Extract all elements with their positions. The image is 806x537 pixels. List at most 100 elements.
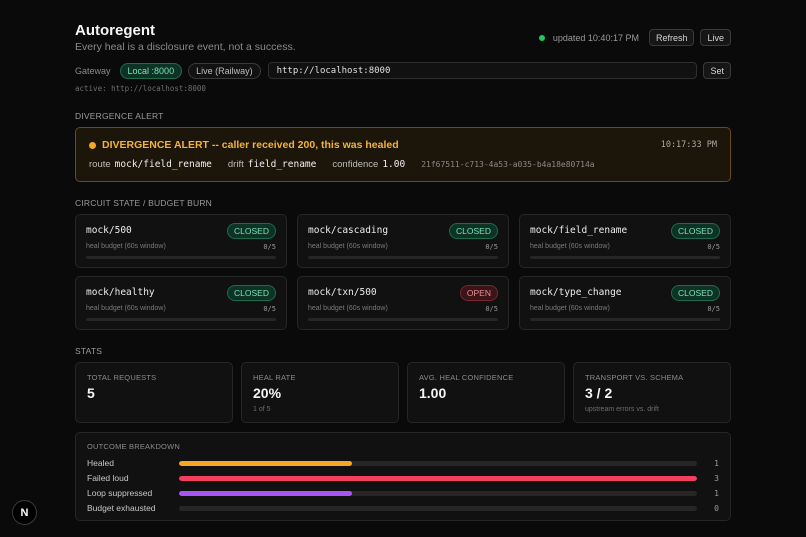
budget-label: heal budget (60s window): [86, 243, 166, 250]
circuit-status-badge: CLOSED: [227, 223, 276, 239]
circuit-status-badge: CLOSED: [449, 223, 498, 239]
stat-card-total-requests: TOTAL REQUESTS 5: [75, 362, 233, 423]
circuit-route-name: mock/field_rename: [530, 225, 628, 236]
stat-card-avg-confidence: AVG. HEAL CONFIDENCE 1.00: [407, 362, 565, 423]
stat-card-heal-rate: HEAL RATE 20% 1 of 5: [241, 362, 399, 423]
live-button[interactable]: Live: [700, 29, 731, 46]
outcome-row-label: Budget exhausted: [87, 503, 156, 513]
refresh-button[interactable]: Refresh: [648, 29, 695, 46]
outcome-track: [179, 460, 697, 466]
stat-sub: upstream errors vs. drift: [585, 406, 659, 413]
outcome-row-label: Loop suppressed: [87, 488, 153, 498]
outcome-track: [179, 505, 697, 511]
budget-label: heal budget (60s window): [530, 243, 610, 250]
budget-bar: [308, 256, 498, 259]
nextjs-logo-icon[interactable]: N: [12, 500, 37, 525]
stats-section-label: STATS: [75, 346, 103, 356]
outcome-row-failed-loud: Failed loud 3: [87, 472, 719, 484]
outcome-count: 1: [714, 458, 719, 468]
outcome-track: [179, 490, 697, 496]
budget-count: 0/5: [707, 305, 720, 313]
outcome-row-budget-exhausted: Budget exhausted 0: [87, 502, 719, 514]
budget-label: heal budget (60s window): [530, 305, 610, 312]
circuit-card: mock/healthy CLOSED heal budget (60s win…: [75, 276, 287, 330]
confidence-key: confidence: [332, 159, 379, 170]
circuit-route-name: mock/txn/500: [308, 287, 377, 298]
gateway-option-local[interactable]: Local :8000: [119, 62, 183, 79]
budget-bar: [86, 318, 276, 321]
gateway-row: Gateway Local :8000 Live (Railway) http:…: [75, 62, 731, 79]
stat-label: TRANSPORT VS. SCHEMA: [585, 373, 684, 382]
page-subtitle: Every heal is a disclosure event, not a …: [75, 41, 296, 53]
stat-label: HEAL RATE: [253, 373, 296, 382]
outcome-row-loop-suppressed: Loop suppressed 1: [87, 487, 719, 499]
alert-dot-icon: [89, 142, 96, 149]
budget-bar: [308, 318, 498, 321]
gateway-label: Gateway: [75, 65, 111, 76]
stat-value: 1.00: [419, 385, 447, 401]
circuit-card: mock/txn/500 OPEN heal budget (60s windo…: [297, 276, 509, 330]
route-value: mock/field_rename: [114, 159, 212, 170]
circuit-card: mock/type_change CLOSED heal budget (60s…: [519, 276, 731, 330]
outcome-fill: [179, 490, 352, 496]
stat-label: TOTAL REQUESTS: [87, 373, 157, 382]
budget-bar: [530, 318, 720, 321]
circuit-route-name: mock/type_change: [530, 287, 622, 298]
budget-count: 0/5: [485, 243, 498, 251]
drift-value: field_rename: [247, 159, 317, 170]
outcome-label: OUTCOME BREAKDOWN: [87, 442, 180, 451]
circuit-card: mock/500 CLOSED heal budget (60s window)…: [75, 214, 287, 268]
outcome-breakdown: OUTCOME BREAKDOWN Healed 1 Failed loud 3…: [75, 432, 731, 521]
circuit-section-label: CIRCUIT STATE / BUDGET BURN: [75, 198, 213, 208]
active-gateway-text: active: http://localhost:8000: [75, 84, 206, 93]
circuit-status-badge: CLOSED: [671, 223, 720, 239]
stat-value: 3 / 2: [585, 385, 613, 401]
budget-bar: [530, 256, 720, 259]
divergence-alert: DIVERGENCE ALERT -- caller received 200,…: [75, 127, 731, 182]
gateway-option-live[interactable]: Live (Railway): [188, 62, 261, 79]
route-key: route: [89, 159, 111, 170]
page-title: Autoregent: [75, 22, 155, 39]
circuit-cards: mock/500 CLOSED heal budget (60s window)…: [75, 214, 731, 330]
outcome-count: 3: [714, 473, 719, 483]
budget-count: 0/5: [263, 305, 276, 313]
budget-bar: [86, 256, 276, 259]
alert-id: 21f67511-c713-4a53-a035-b4a18e80714a: [421, 160, 595, 169]
live-status-dot-icon: [538, 34, 545, 41]
stat-label: AVG. HEAL CONFIDENCE: [419, 373, 514, 382]
outcome-count: 1: [714, 488, 719, 498]
circuit-route-name: mock/cascading: [308, 225, 389, 236]
circuit-card: mock/cascading CLOSED heal budget (60s w…: [297, 214, 509, 268]
outcome-track: [179, 475, 697, 481]
budget-label: heal budget (60s window): [86, 305, 166, 312]
stats-grid: TOTAL REQUESTS 5 HEAL RATE 20% 1 of 5 AV…: [75, 362, 731, 423]
outcome-row-label: Healed: [87, 458, 114, 468]
divergence-section-label: DIVERGENCE ALERT: [75, 111, 164, 121]
circuit-card: mock/field_rename CLOSED heal budget (60…: [519, 214, 731, 268]
budget-count: 0/5: [707, 243, 720, 251]
set-gateway-button[interactable]: Set: [703, 62, 731, 79]
drift-key: drift: [227, 159, 244, 170]
alert-time: 10:17:33 PM: [660, 140, 717, 150]
stat-sub: 1 of 5: [253, 406, 271, 413]
header-controls: updated 10:40:17 PM Refresh Live: [538, 29, 731, 46]
alert-title: DIVERGENCE ALERT -- caller received 200,…: [102, 139, 399, 151]
outcome-fill: [179, 460, 352, 466]
alert-meta: route mock/field_rename drift field_rena…: [89, 159, 595, 170]
circuit-status-badge: CLOSED: [227, 285, 276, 301]
confidence-value: 1.00: [382, 159, 406, 170]
circuit-route-name: mock/500: [86, 225, 132, 236]
stat-card-transport-vs-schema: TRANSPORT VS. SCHEMA 3 / 2 upstream erro…: [573, 362, 731, 423]
budget-count: 0/5: [263, 243, 276, 251]
budget-label: heal budget (60s window): [308, 305, 388, 312]
circuit-route-name: mock/healthy: [86, 287, 155, 298]
stat-value: 5: [87, 385, 95, 401]
outcome-count: 0: [714, 503, 719, 513]
outcome-fill: [179, 475, 697, 481]
circuit-status-badge: CLOSED: [671, 285, 720, 301]
outcome-row-healed: Healed 1: [87, 457, 719, 469]
updated-timestamp: updated 10:40:17 PM: [552, 32, 639, 43]
circuit-status-badge: OPEN: [459, 285, 498, 301]
gateway-url-input[interactable]: http://localhost:8000: [267, 62, 698, 79]
budget-label: heal budget (60s window): [308, 243, 388, 250]
